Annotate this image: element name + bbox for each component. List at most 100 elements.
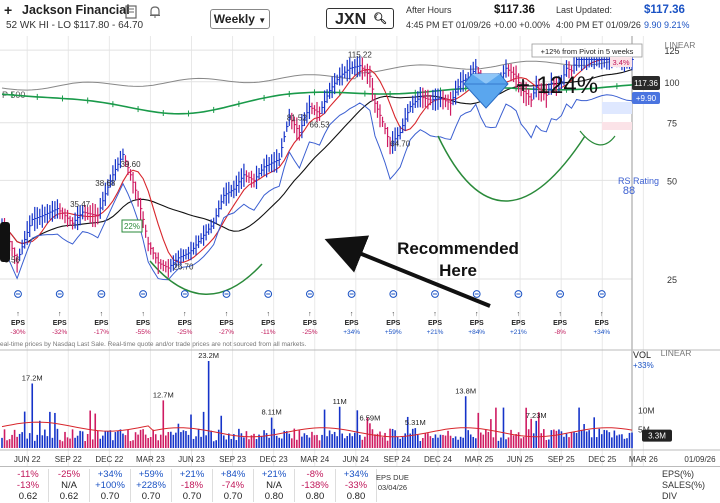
volume-change: +33%: [633, 361, 654, 370]
quarter-column: -25% N/A 0.62: [49, 469, 90, 502]
last-updated-time: 4:00 PM ET 01/09/26: [556, 20, 641, 30]
symbol-label: JXN: [335, 11, 367, 28]
x-tick-label: SEP 23: [219, 455, 247, 464]
eps-change: -25%: [177, 329, 192, 336]
eps-arrow: ↑: [558, 311, 562, 318]
eps-change: -17%: [94, 329, 109, 336]
quarter-column: -11% -13% 0.62: [8, 469, 49, 502]
price-point-label: 66.53: [310, 121, 331, 130]
volume-peak-label: 13.8M: [455, 386, 476, 395]
eps-label: EPS: [178, 320, 192, 327]
div-cell: 0.62: [18, 491, 38, 502]
rs-rating-label: RS Rating: [618, 176, 659, 186]
last-change: 9.90 9.21%: [644, 20, 690, 30]
price-point-label: 35.47: [70, 200, 91, 209]
volume-tick: 10M: [638, 406, 655, 416]
pivot-zone-blue: [602, 102, 632, 114]
sales-cell: +100%: [95, 480, 125, 491]
annotation-line-2: Here: [439, 261, 477, 280]
chevron-down-icon: ▼: [258, 16, 267, 25]
eps-label: EPS: [261, 320, 275, 327]
rs-line: [1, 94, 633, 281]
price-tick-label: 25: [667, 275, 677, 285]
price-axis-label: LINEAR: [665, 40, 696, 50]
price-tick-label: 100: [664, 78, 679, 88]
annotation-line-1: Recommended: [397, 239, 519, 258]
x-tick-label: SEP 24: [383, 455, 411, 464]
eps-arrow: ↑: [475, 311, 479, 318]
volume-current-label: 3.3M: [648, 432, 666, 441]
scroll-left-button: [0, 222, 10, 262]
gain-label: + 124%: [516, 72, 598, 99]
eps-change: -8%: [554, 329, 566, 336]
pivot-note: +12% from Pivot in 5 weeks: [541, 47, 634, 56]
eps-arrow: ↑: [600, 311, 604, 318]
eps-change: -25%: [302, 329, 317, 336]
eps-change: +34%: [343, 329, 360, 336]
document-icon[interactable]: [124, 5, 138, 19]
base-curves: [149, 130, 616, 295]
price-tick-label: 125: [664, 46, 679, 56]
div-cell: 0.70: [141, 491, 161, 502]
eps-cell: -11%: [17, 469, 39, 480]
period-select[interactable]: Weekly ▼: [210, 9, 270, 29]
eps-change: -11%: [261, 329, 276, 336]
fundamentals-table: -11% -13% 0.62 -25% N/A 0.62 +34% +100% 0.70 +59%…: [0, 466, 720, 503]
eps-arrow: ↑: [350, 311, 354, 318]
after-hours-label: After Hours: [406, 5, 452, 15]
recommendation-arrow: [324, 235, 491, 308]
price-badge: [632, 76, 660, 90]
base-curve-1: [149, 260, 263, 295]
x-tick-label: JUN 24: [342, 455, 369, 464]
div-cell: 0.62: [59, 491, 79, 502]
sales-cell: -33%: [344, 480, 368, 491]
volume-tick: 5M: [638, 424, 650, 434]
eps-change: +59%: [385, 329, 402, 336]
div-cell: 0.80: [305, 491, 325, 502]
after-hours-price: $117.36: [494, 4, 535, 16]
eps-change: -55%: [136, 329, 151, 336]
eps-cell: +34%: [97, 469, 123, 480]
symbol-search-input[interactable]: JXN 🔍︎: [326, 8, 394, 29]
price-tick-label: 50: [667, 176, 677, 186]
green-ma-path: [1, 84, 633, 115]
eps-label: EPS: [553, 320, 567, 327]
eps-arrow: ↑: [517, 311, 521, 318]
rs-rating-value: 88: [623, 185, 635, 197]
eps-cell: +34%: [343, 469, 369, 480]
x-tick-label: JUN 22: [14, 455, 41, 464]
after-hours-change: +0.00 +0.00%: [494, 20, 551, 30]
bell-icon[interactable]: [148, 5, 162, 19]
x-tick-label: MAR 25: [465, 455, 494, 464]
x-tick-label: DEC 24: [424, 455, 453, 464]
sales-cell: -74%: [221, 480, 245, 491]
sales-cell: -18%: [180, 480, 204, 491]
volume-current-badge: [642, 429, 672, 442]
eps-label: EPS: [303, 320, 317, 327]
plus-icon[interactable]: +: [4, 2, 13, 18]
volume-peak-label: 5.31M: [405, 418, 426, 427]
volume-panel: LINEAR VOL+33% 10M 5M3.3M 17.2M 12.7M 23.2M 8.1…: [0, 348, 720, 448]
eps-label: EPS: [219, 320, 233, 327]
x-tick-label: SEP 22: [55, 455, 83, 464]
week-range: 52 WK HI - LO $117.80 - 64.70: [6, 20, 144, 31]
eps-due-label: EPS DUE: [376, 473, 409, 482]
eps-label: EPS: [11, 320, 25, 327]
period-label: Weekly: [213, 12, 255, 26]
fundamentals-legend: EPS(%) SALES(%) DIV: [662, 469, 705, 502]
x-tick-label: JUN 23: [178, 455, 205, 464]
eps-change: +21%: [427, 329, 444, 336]
eps-arrow: ↑: [392, 311, 396, 318]
ma-line-slow: [1, 68, 633, 245]
eps-change: +84%: [468, 329, 485, 336]
price-point-label: 115.22: [348, 51, 372, 60]
x-tick-label: MAR 24: [300, 455, 329, 464]
eps-change: -32%: [52, 329, 67, 336]
rs-path: [1, 94, 633, 281]
price-badge-label: 117.36: [634, 79, 658, 88]
eps-arrow: ↑: [225, 311, 229, 318]
x-tick-label: DEC 22: [95, 455, 124, 464]
div-cell: 0.70: [100, 491, 120, 502]
eps-due-date: 03/04/26: [377, 483, 408, 492]
